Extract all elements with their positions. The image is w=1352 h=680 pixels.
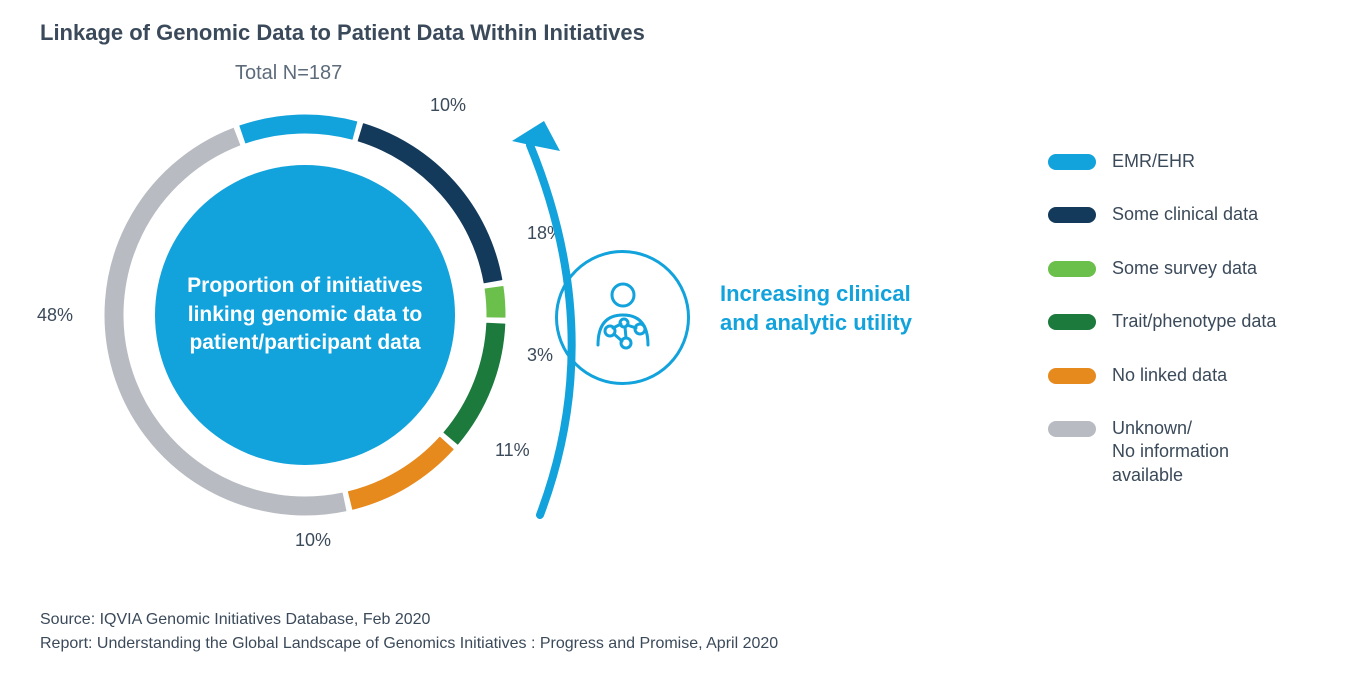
legend-label: Some clinical data: [1112, 203, 1258, 226]
legend-label: No linked data: [1112, 364, 1227, 387]
person-data-icon: [555, 250, 690, 385]
legend-item: Unknown/No information available: [1048, 417, 1282, 487]
footnotes: Source: IQVIA Genomic Initiatives Databa…: [40, 608, 778, 656]
source-line: Source: IQVIA Genomic Initiatives Databa…: [40, 608, 778, 632]
legend-swatch: [1048, 207, 1096, 223]
legend-label: Trait/phenotype data: [1112, 310, 1276, 333]
legend: EMR/EHR Some clinical data Some survey dat…: [1048, 150, 1282, 487]
chart-title: Linkage of Genomic Data to Patient Data …: [40, 20, 1312, 46]
legend-label: Unknown/No information available: [1112, 417, 1282, 487]
legend-item: No linked data: [1048, 364, 1282, 387]
donut-center-text: Proportion of initiatives linking genomi…: [185, 272, 425, 357]
segment-pct-label: 10%: [295, 530, 331, 551]
legend-item: EMR/EHR: [1048, 150, 1282, 173]
legend-swatch: [1048, 154, 1096, 170]
utility-label: Increasing clinical and analytic utility: [720, 280, 912, 337]
legend-swatch: [1048, 314, 1096, 330]
donut-segment: [240, 115, 357, 143]
legend-label: EMR/EHR: [1112, 150, 1195, 173]
total-n-label: Total N=187: [235, 62, 342, 85]
segment-pct-label: 48%: [37, 305, 73, 326]
donut-chart: Proportion of initiatives linking genomi…: [95, 105, 515, 525]
legend-swatch: [1048, 261, 1096, 277]
legend-item: Trait/phenotype data: [1048, 310, 1282, 333]
legend-item: Some clinical data: [1048, 203, 1282, 226]
donut-center: Proportion of initiatives linking genomi…: [155, 165, 455, 465]
legend-label: Some survey data: [1112, 257, 1257, 280]
legend-swatch: [1048, 368, 1096, 384]
report-line: Report: Understanding the Global Landsca…: [40, 632, 778, 656]
legend-swatch: [1048, 421, 1096, 437]
segment-pct-label: 10%: [430, 95, 466, 116]
donut-segment: [444, 323, 505, 444]
legend-item: Some survey data: [1048, 257, 1282, 280]
